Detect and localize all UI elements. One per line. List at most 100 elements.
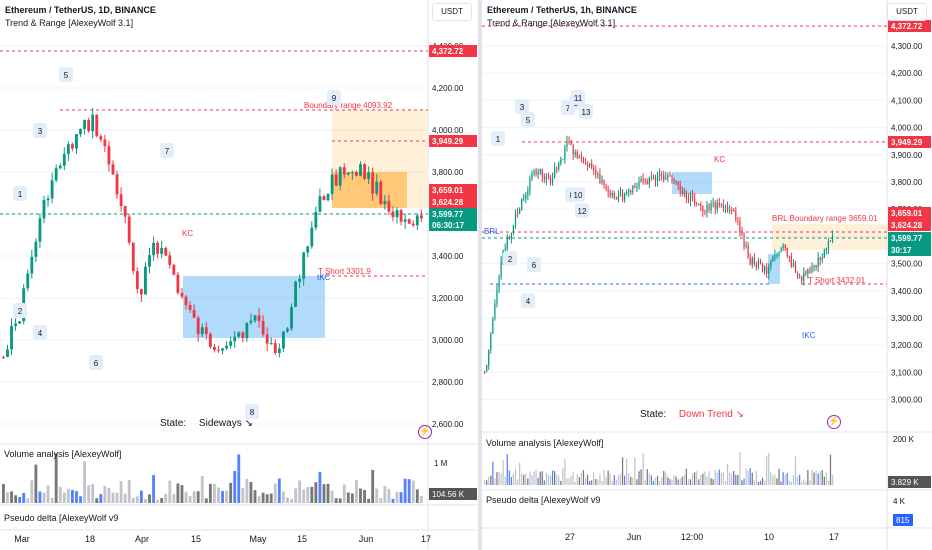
volume-bar [131,497,135,503]
candle [683,192,685,194]
volume-bar [192,491,196,503]
price-axis-label: 3,100.00 [891,368,923,377]
volume-bar [415,489,419,503]
time-axis-label: 10 [764,532,774,542]
volume-bar [831,475,834,485]
price-axis-label: 4,100.00 [891,96,923,105]
time-axis-label: Jun [359,534,374,544]
volume-value-tag [888,476,931,488]
price-tag [888,20,931,32]
wave-label: 3 [38,127,43,136]
candle [776,254,778,256]
volume-bar [355,480,358,503]
volume-bar [196,491,200,503]
volume-bar [549,475,552,485]
volume-bar [683,474,685,485]
candle [46,198,50,201]
volume-pane-label[interactable]: Volume analysis [AlexeyWolf] [486,438,604,448]
wave-marker [575,203,589,218]
volume-bar [663,470,665,485]
candle [720,205,722,207]
wave-marker [521,293,535,308]
volume-bar [551,470,554,485]
wave-marker [13,303,27,318]
wave-marker [571,187,585,202]
candle [753,257,755,264]
candle [572,145,574,155]
volume-bar [809,480,811,485]
volume-bar [731,473,733,485]
wave-marker [33,123,47,138]
candle [827,241,830,249]
candle [34,241,38,257]
candle [689,194,692,201]
candle [675,181,677,183]
currency-button[interactable]: USDT [432,3,472,21]
lightning-icon[interactable]: ⚡ [827,415,841,429]
wave-label: 2 [508,255,513,264]
candle [233,336,237,342]
volume-bar [523,474,525,485]
candle [778,251,780,255]
candle [702,205,704,212]
price-axis-label: 3,800.00 [891,178,923,187]
volume-bar [531,475,533,485]
volume-bar [735,474,737,485]
candle [578,157,580,159]
candle [192,309,196,318]
candle [714,202,716,210]
price-chart-daily[interactable]: 4,400.004,200.004,000.003,800.003,600.00… [0,0,478,550]
lightning-icon[interactable]: ⚡ [418,425,432,439]
price-tag-label: 3,949.29 [432,137,464,146]
state-value: Sideways ↘ [198,418,253,429]
volume-bar [827,480,830,485]
volume-bar [737,474,739,485]
volume-bar [702,473,704,485]
chart-panel-hourly[interactable]: 4,300.00 4,200.00 4,100.00 4,000.00 3,900.00… [482,0,932,550]
delta-value-label: 815 [896,516,910,525]
wave-marker [527,257,541,272]
candle [334,174,338,186]
candle [640,178,642,182]
candle [383,200,387,205]
delta-pane-label[interactable]: Pseudo delta [AlexeyWolf v9 [4,513,119,523]
volume-bar [780,481,782,485]
candle [650,177,652,179]
candle [245,322,249,339]
candle [747,245,749,259]
volume-bar [99,494,103,503]
volume-bar [514,469,517,485]
candle [821,257,823,260]
indicator-title[interactable]: Trend & Range [AlexeyWolf 3.1] [5,18,134,28]
volume-bar [759,480,762,485]
volume-bar [22,492,26,503]
volume-bar [123,493,127,503]
candle [813,265,815,267]
indicator-title[interactable]: Trend & Range [AlexeyWolf 3.1] [487,18,616,28]
candle [156,242,160,254]
wave-marker [491,131,505,146]
delta-pane-label[interactable]: Pseudo delta [AlexeyWolf v9 [486,495,601,505]
price-chart-hourly[interactable]: 4,300.00 4,200.00 4,100.00 4,000.00 3,900.00… [482,0,932,550]
candle [310,227,314,247]
volume-bar [168,480,172,503]
candle [342,167,346,175]
candle [687,198,690,201]
candle [119,194,123,207]
currency-button[interactable]: USDT [887,3,927,21]
candle [10,325,13,350]
volume-bar [83,461,86,503]
candle [807,269,809,274]
candle [724,207,727,209]
volume-bar [217,487,220,503]
candle [815,265,817,268]
wave-label: 10 [574,191,583,200]
panel-divider[interactable] [478,0,482,550]
candle [556,168,558,170]
candle [644,180,646,182]
volume-bar [407,479,411,503]
volume-bar [646,469,648,485]
price-tag [888,207,931,219]
volume-pane-label[interactable]: Volume analysis [AlexeyWolf] [4,449,122,459]
chart-panel-daily[interactable]: 4,400.004,200.004,000.003,800.003,600.00… [0,0,478,550]
